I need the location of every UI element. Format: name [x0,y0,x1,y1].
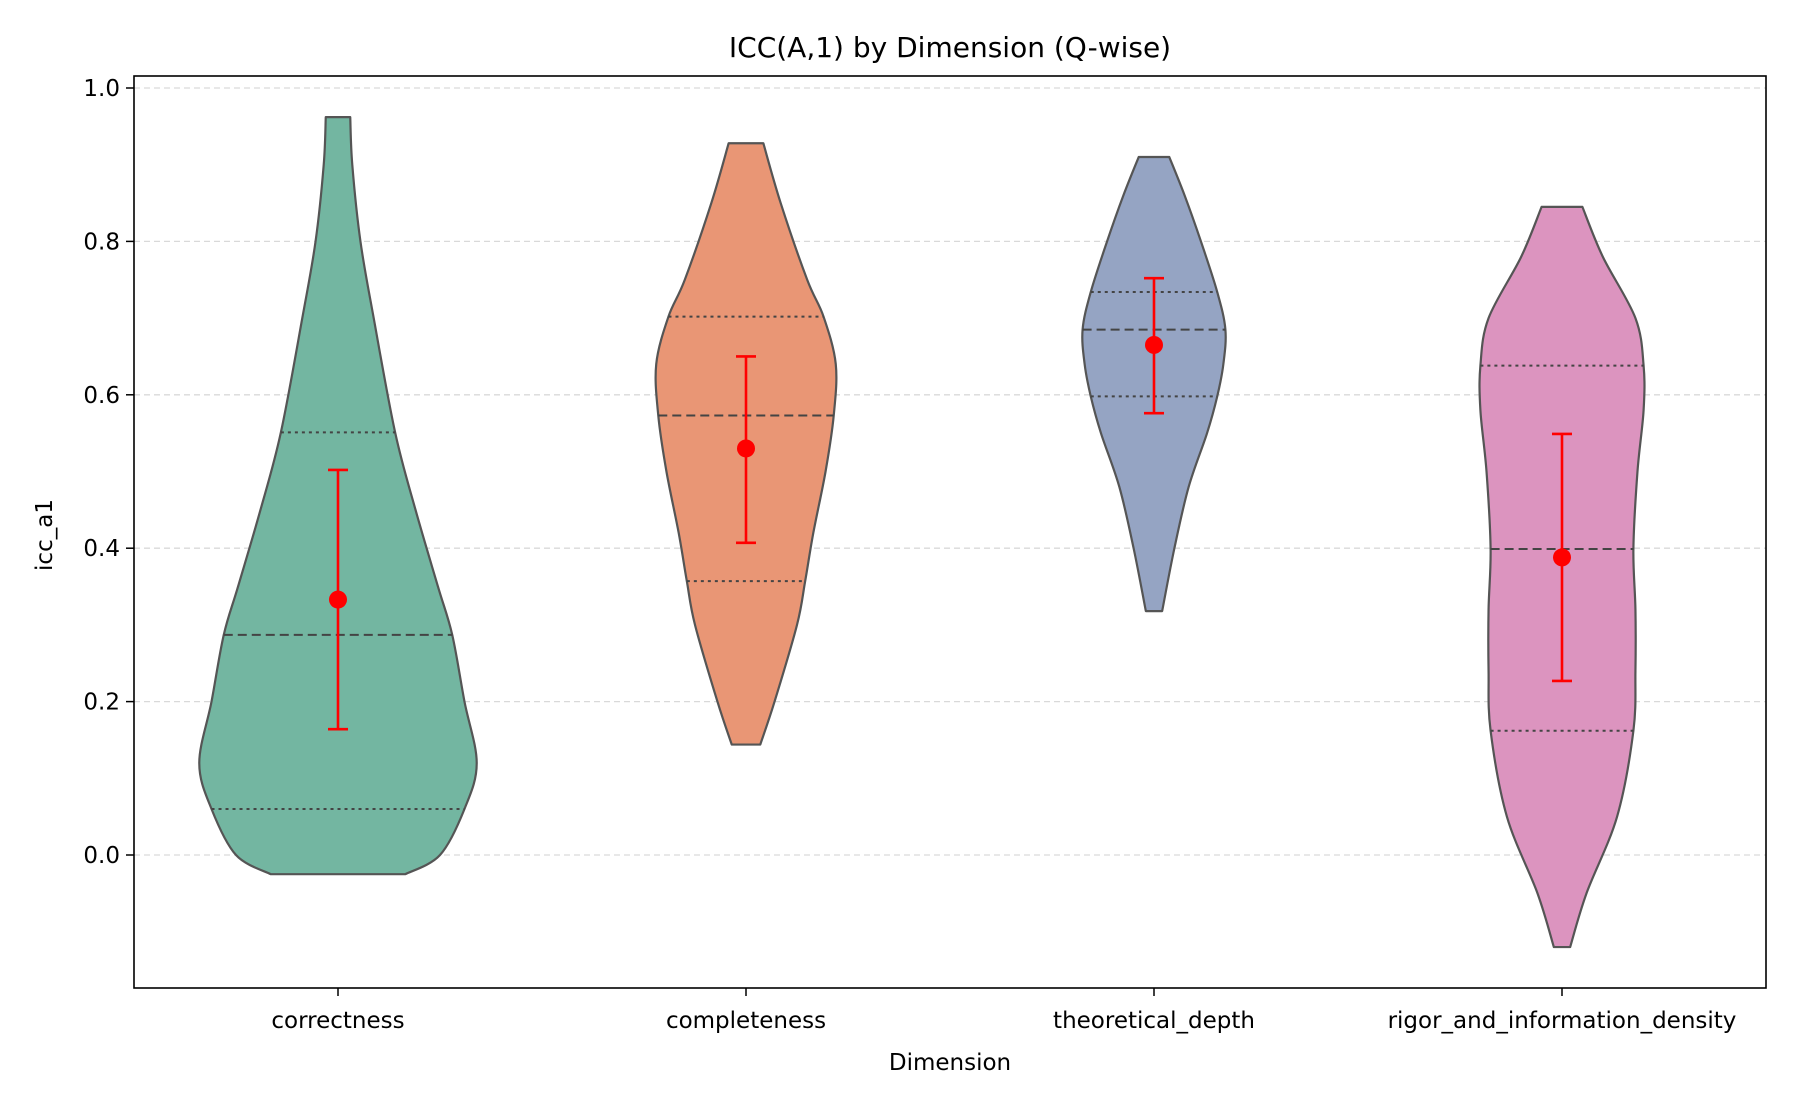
y-axis: 0.0 0.2 0.4 0.6 0.8 1.0 [83,76,134,869]
x-tick-label: correctness [271,1008,404,1034]
y-tick-label: 0.2 [83,690,120,716]
mean-marker [329,590,347,609]
mean-marker [1553,548,1571,567]
x-tick-label: rigor_and_information_density [1388,1008,1737,1034]
y-axis-label: icc_a1 [32,499,58,571]
x-axis-label: Dimension [889,1050,1011,1076]
mean-marker [1145,335,1163,354]
mean-marker [737,439,755,458]
mean-ci-markers [328,276,1572,731]
x-tick-label: completeness [666,1008,826,1034]
x-tick-label: theoretical_depth [1053,1008,1255,1034]
y-tick-label: 0.6 [83,383,120,409]
plot-frame [133,75,1767,989]
y-tick-label: 1.0 [83,76,120,102]
x-axis: correctness completeness theoretical_depth… [271,988,1736,1034]
y-tick-label: 0.0 [83,843,120,869]
y-tick-label: 0.8 [83,229,120,255]
y-tick-label: 0.4 [83,536,120,562]
chart-title: ICC(A,1) by Dimension (Q-wise) [729,31,1171,64]
